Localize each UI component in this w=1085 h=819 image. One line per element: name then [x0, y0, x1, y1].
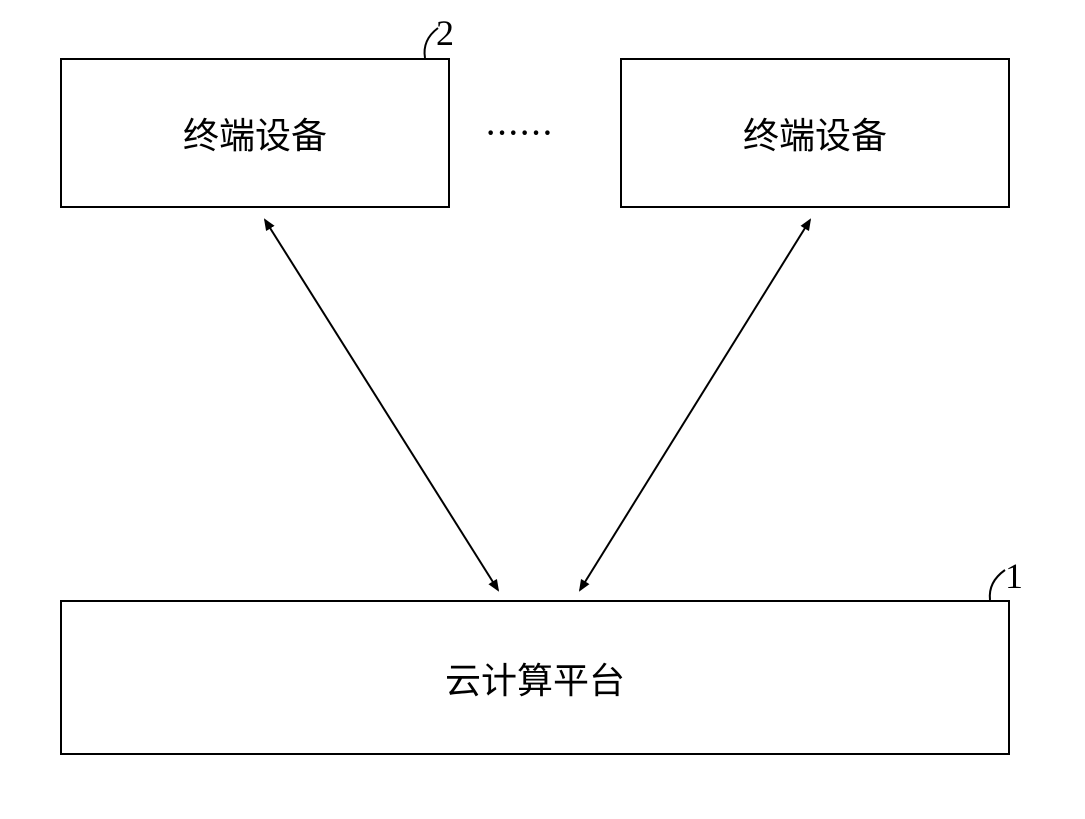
edge-terminal-left-to-cloud [265, 220, 498, 590]
node-terminal-right: 终端设备 [620, 58, 1010, 208]
ellipsis-dots: ······ [486, 118, 554, 150]
node-terminal-right-label: 终端设备 [743, 107, 887, 159]
node-cloud-platform-label: 云计算平台 [445, 652, 625, 704]
node-cloud-platform: 云计算平台 [60, 600, 1010, 755]
node-terminal-left-label: 终端设备 [183, 107, 327, 159]
ref-number-1: 1 [1005, 555, 1023, 597]
edge-terminal-right-to-cloud [580, 220, 810, 590]
ref-number-2: 2 [436, 12, 454, 54]
node-terminal-left: 终端设备 [60, 58, 450, 208]
ref-tick-1 [990, 570, 1005, 600]
